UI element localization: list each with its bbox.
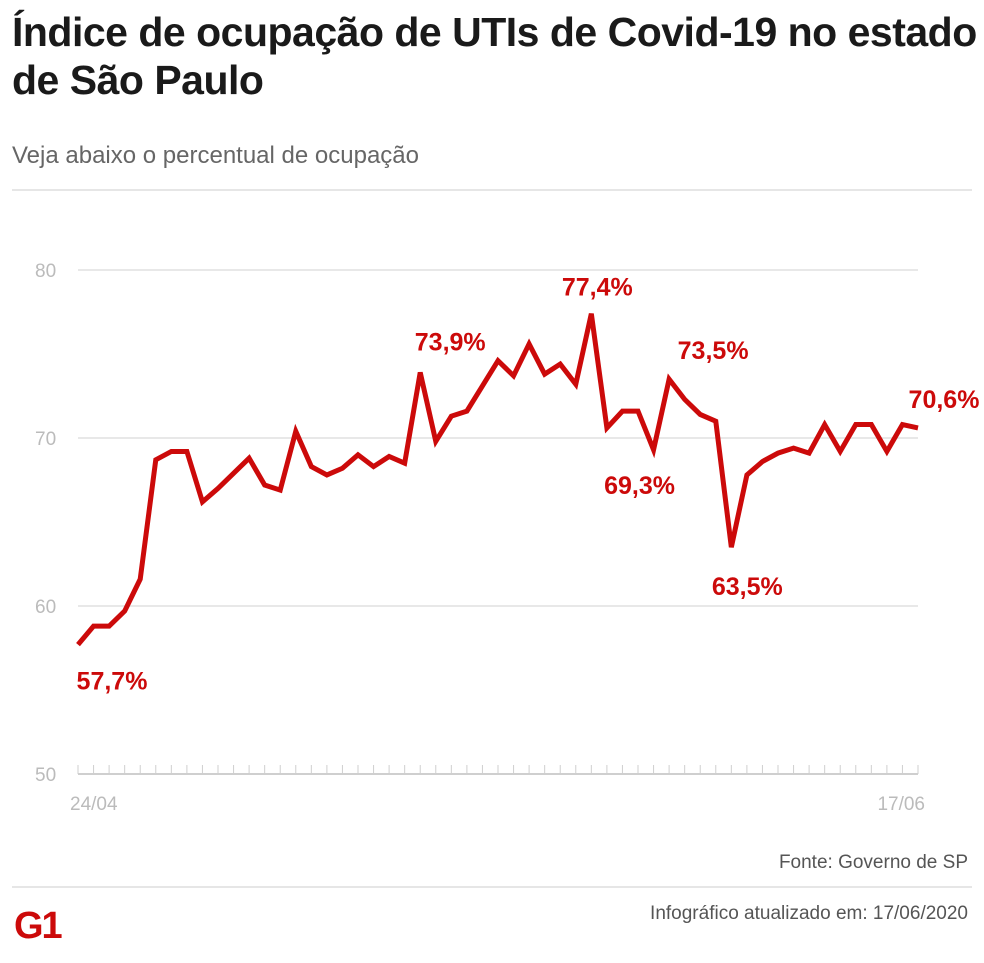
y-tick-label: 70 (35, 429, 56, 450)
y-tick-label: 80 (35, 261, 56, 282)
x-tick-label: 24/04 (70, 794, 118, 815)
y-tick-label: 60 (35, 597, 56, 618)
data-label: 77,4% (562, 274, 633, 302)
svg-text:G1: G1 (14, 906, 63, 942)
g1-logo: G1 (14, 906, 65, 942)
x-tick-label: 17/06 (877, 794, 925, 815)
chart-title: Índice de ocupação de UTIs de Covid-19 n… (12, 9, 977, 103)
data-label: 63,5% (712, 573, 783, 601)
updated-text: Infográfico atualizado em: 17/06/2020 (650, 903, 968, 924)
data-label: 70,6% (909, 386, 980, 414)
data-label: 73,5% (678, 337, 749, 365)
data-label: 69,3% (604, 472, 675, 500)
source-text: Fonte: Governo de SP (778, 852, 968, 873)
divider (12, 189, 972, 191)
chart-subtitle: Veja abaixo o percentual de ocupação (12, 142, 419, 169)
data-line (76, 313, 919, 647)
y-tick-label: 50 (35, 765, 56, 786)
data-label: 73,9% (415, 328, 486, 356)
divider (12, 886, 972, 888)
line-chart: 80 70 60 50 24/04 17/06 57,7% 73,9% 77,4% 69,3% 73… (35, 261, 980, 815)
data-label: 57,7% (77, 668, 148, 696)
